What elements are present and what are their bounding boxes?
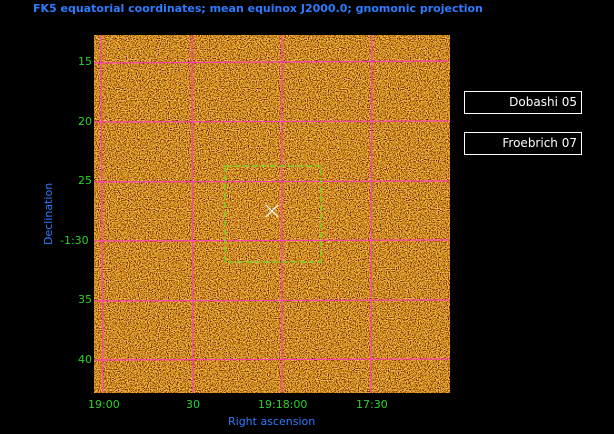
y-tick-label: 35 [78,293,92,306]
x-tick-label: 17:30 [356,398,388,411]
y-axis-label: Declination [42,182,55,245]
center-marker [265,204,279,218]
y-tick-label: 25 [78,174,92,187]
region-box [224,165,322,263]
x-tick-label: 19:00 [88,398,120,411]
catalog-button-dobashi[interactable]: Dobashi 05 [464,91,582,114]
sky-image [94,35,450,393]
x-axis-label: Right ascension [228,415,316,428]
x-tick-label: 30 [186,398,200,411]
y-tick-label: 20 [78,115,92,128]
catalog-button-froebrich[interactable]: Froebrich 07 [464,132,582,155]
sky-image-plot[interactable] [94,35,450,393]
y-tick-label: 40 [78,353,92,366]
x-tick-label: 19:18:00 [258,398,308,411]
coordinate-grid [94,35,450,393]
y-tick-label: -1:30 [60,234,89,247]
y-tick-label: 15 [78,55,92,68]
plot-title: FK5 equatorial coordinates; mean equinox… [33,2,483,15]
